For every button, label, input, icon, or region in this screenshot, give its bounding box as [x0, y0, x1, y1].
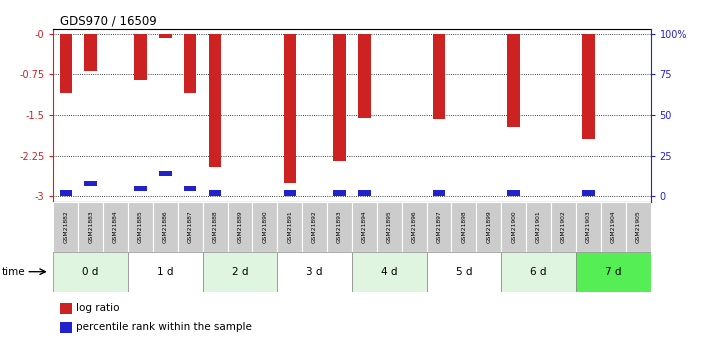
Bar	[153, 202, 178, 252]
Text: GSM21895: GSM21895	[387, 210, 392, 243]
Bar	[134, 186, 146, 191]
Text: GDS970 / 16509: GDS970 / 16509	[60, 14, 157, 28]
Text: GSM21894: GSM21894	[362, 210, 367, 243]
Text: GSM21890: GSM21890	[262, 210, 267, 243]
Text: GSM21902: GSM21902	[561, 210, 566, 243]
Bar	[284, 34, 296, 183]
Text: GSM21889: GSM21889	[237, 210, 242, 243]
Bar	[159, 34, 171, 38]
Bar	[333, 34, 346, 161]
Text: GSM21898: GSM21898	[461, 210, 466, 243]
Text: 0 d: 0 d	[82, 267, 99, 277]
Text: GSM21905: GSM21905	[636, 210, 641, 243]
Text: GSM21893: GSM21893	[337, 210, 342, 243]
Text: percentile rank within the sample: percentile rank within the sample	[76, 323, 252, 332]
Bar	[582, 190, 594, 196]
Bar	[601, 202, 626, 252]
Text: 1 d: 1 d	[157, 267, 173, 277]
Bar	[433, 34, 445, 119]
Text: 3 d: 3 d	[306, 267, 323, 277]
Bar	[228, 202, 252, 252]
Bar	[203, 252, 277, 292]
Bar	[134, 34, 146, 80]
Bar	[501, 252, 576, 292]
Text: 2 d: 2 d	[232, 267, 248, 277]
Bar	[358, 190, 370, 196]
Text: 4 d: 4 d	[381, 267, 397, 277]
Text: GSM21885: GSM21885	[138, 210, 143, 243]
Bar	[277, 202, 302, 252]
Text: time: time	[2, 267, 26, 277]
Bar	[53, 202, 78, 252]
Bar	[402, 202, 427, 252]
Bar	[501, 202, 526, 252]
Bar	[327, 202, 352, 252]
Bar	[203, 202, 228, 252]
Bar	[508, 190, 520, 196]
Text: GSM21884: GSM21884	[113, 210, 118, 243]
Bar	[178, 202, 203, 252]
Bar	[53, 252, 128, 292]
Bar	[209, 34, 221, 167]
Bar	[576, 202, 601, 252]
Bar	[333, 190, 346, 196]
Bar	[433, 190, 445, 196]
Text: 6 d: 6 d	[530, 267, 547, 277]
Bar	[352, 202, 377, 252]
Bar	[128, 252, 203, 292]
Bar	[352, 252, 427, 292]
Bar	[358, 34, 370, 118]
Bar	[128, 202, 153, 252]
Bar	[85, 34, 97, 70]
Bar	[427, 202, 451, 252]
Text: GSM21887: GSM21887	[188, 210, 193, 243]
Bar	[526, 202, 551, 252]
Text: GSM21886: GSM21886	[163, 210, 168, 243]
Bar	[451, 202, 476, 252]
Bar	[85, 181, 97, 186]
Bar	[103, 202, 128, 252]
Bar	[427, 252, 501, 292]
Text: GSM21891: GSM21891	[287, 210, 292, 243]
Bar	[184, 186, 196, 191]
Bar	[209, 190, 221, 196]
Bar	[60, 34, 72, 93]
Bar	[476, 202, 501, 252]
Bar	[626, 202, 651, 252]
Bar	[582, 34, 594, 139]
Text: GSM21883: GSM21883	[88, 210, 93, 243]
Text: log ratio: log ratio	[76, 304, 119, 313]
Text: GSM21899: GSM21899	[486, 210, 491, 243]
Bar	[184, 34, 196, 93]
Text: 5 d: 5 d	[456, 267, 472, 277]
Bar	[78, 202, 103, 252]
Text: GSM21897: GSM21897	[437, 210, 442, 243]
Bar	[277, 252, 352, 292]
Text: GSM21888: GSM21888	[213, 210, 218, 243]
Text: GSM21901: GSM21901	[536, 210, 541, 243]
Text: GSM21903: GSM21903	[586, 210, 591, 243]
Bar	[284, 190, 296, 196]
Bar	[508, 34, 520, 127]
Bar	[302, 202, 327, 252]
Bar	[252, 202, 277, 252]
Text: GSM21896: GSM21896	[412, 210, 417, 243]
Text: GSM21904: GSM21904	[611, 210, 616, 243]
Bar	[159, 171, 171, 176]
Text: 7 d: 7 d	[605, 267, 621, 277]
Text: GSM21892: GSM21892	[312, 210, 317, 243]
Text: GSM21882: GSM21882	[63, 210, 68, 243]
Text: GSM21900: GSM21900	[511, 210, 516, 243]
Bar	[551, 202, 576, 252]
Bar	[60, 190, 72, 196]
Bar	[576, 252, 651, 292]
Bar	[377, 202, 402, 252]
